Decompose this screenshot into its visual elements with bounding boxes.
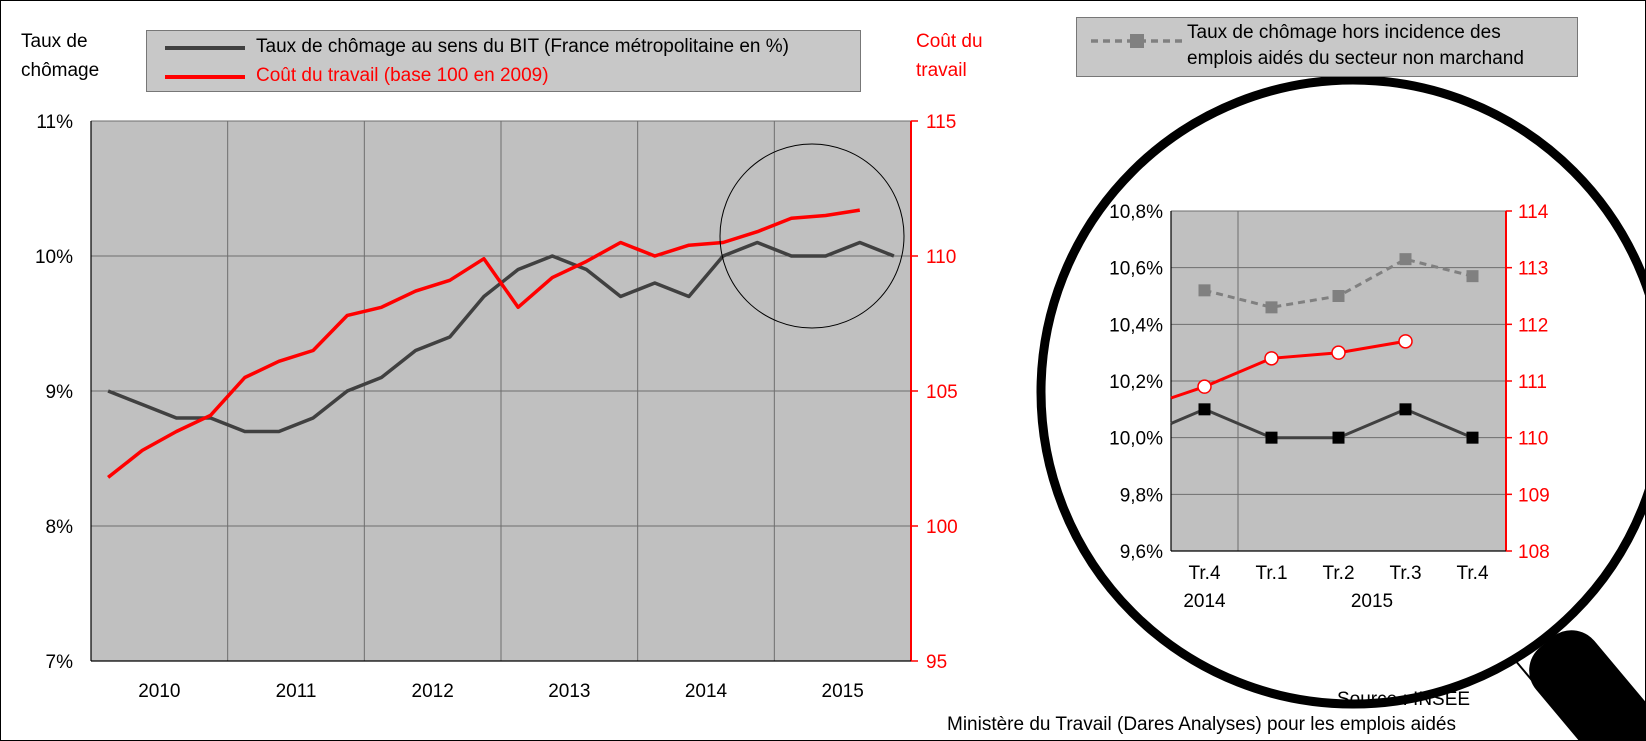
inset-x-tick-label: Tr.3 (1389, 563, 1421, 584)
main-left-tick-label: 9% (46, 382, 74, 403)
inset-x-tick-label: Tr.2 (1322, 563, 1354, 584)
inset-left-tick-label: 10,4% (1109, 315, 1163, 336)
inset-legend: Taux de chômage hors incidence des emplo… (1076, 17, 1578, 77)
inset-dashed-point (1466, 270, 1479, 283)
inset-unemployment-point (1265, 431, 1278, 444)
main-left-tick-label: 7% (46, 652, 74, 673)
legend-label-labour-cost: Coût du travail (base 100 en 2009) (256, 65, 549, 86)
main-right-tick-label: 110 (926, 247, 956, 268)
inset-labour-cost-point (1197, 379, 1212, 394)
inset-unemployment-point (1399, 403, 1412, 416)
main-left-tick-label: 10% (35, 247, 73, 268)
main-x-tick-label: 2010 (138, 681, 180, 702)
inset-left-tick-label: 10,8% (1109, 202, 1163, 223)
main-right-tick-label: 115 (926, 112, 956, 133)
right-axis-title-line2: travail (916, 60, 967, 81)
inset-right-tick-label: 114 (1518, 202, 1549, 223)
inset-legend-label-line2: emplois aidés du secteur non marchand (1187, 48, 1524, 69)
main-x-tick-label: 2014 (685, 681, 728, 702)
inset-dashed-point (1332, 290, 1345, 302)
main-x-tick-label: 2015 (822, 681, 864, 702)
inset-right-tick-label: 113 (1518, 259, 1548, 280)
inset-x-year-label: 2015 (1351, 591, 1393, 612)
legend-swatch-unemployment (165, 46, 245, 50)
magnifier-handle-grip (1529, 630, 1645, 740)
inset-dashed-point (1265, 301, 1278, 314)
inset-dashed-point (1399, 253, 1412, 266)
main-right-tick-label: 100 (926, 517, 958, 538)
inset-right-tick-label: 110 (1518, 429, 1548, 450)
legend-swatch-labour-cost (165, 75, 245, 79)
inset-labour-cost-point (1398, 334, 1413, 349)
legend-label-unemployment: Taux de chômage au sens du BIT (France m… (256, 36, 789, 57)
inset-left-tick-label: 9,8% (1120, 485, 1163, 506)
main-left-tick-label: 8% (46, 517, 74, 538)
main-x-tick-label: 2011 (276, 681, 317, 702)
source-line-2: Ministère du Travail (Dares Analyses) po… (947, 714, 1456, 735)
source-line-1: Source : INSEE (1337, 689, 1471, 710)
main-right-tick-label: 95 (926, 652, 947, 673)
inset-dashed-point (1198, 284, 1211, 297)
left-axis-title-line2: chômage (21, 60, 100, 81)
inset-x-tick-label: Tr.1 (1255, 563, 1287, 584)
inset-unemployment-point (1198, 403, 1211, 416)
inset-labour-cost-point (1264, 351, 1279, 366)
inset-x-year-label: 2014 (1183, 591, 1226, 612)
inset-legend-label-line1: Taux de chômage hors incidence des (1187, 22, 1501, 43)
inset-right-tick-label: 109 (1518, 485, 1550, 506)
inset-right-tick-label: 108 (1518, 542, 1550, 563)
right-axis-title-line1: Coût du (916, 31, 983, 52)
legend-swatch-dashed-unemployment (1091, 34, 1183, 48)
inset-unemployment-point (1332, 431, 1345, 444)
inset-right-tick-label: 111 (1518, 372, 1547, 393)
main-series-labour-cost-line (107, 208, 861, 479)
main-legend: Taux de chômage au sens du BIT (France m… (146, 30, 861, 92)
inset-labour-cost-point (1331, 345, 1346, 360)
inset-left-tick-label: 9,6% (1120, 542, 1163, 563)
main-left-tick-label: 11% (36, 112, 73, 133)
inset-x-tick-label: Tr.4 (1188, 563, 1220, 584)
inset-left-tick-label: 10,6% (1109, 259, 1163, 280)
main-right-tick-label: 105 (926, 382, 958, 403)
main-x-tick-label: 2012 (412, 681, 454, 702)
inset-unemployment-point (1466, 431, 1479, 444)
inset-left-tick-label: 10,2% (1109, 372, 1163, 393)
inset-left-tick-label: 10,0% (1109, 429, 1163, 450)
left-axis-title-line1: Taux de (21, 31, 88, 52)
main-x-tick-label: 2013 (548, 681, 590, 702)
magnifier-focus-circle (719, 143, 905, 329)
inset-x-tick-label: Tr.4 (1456, 563, 1488, 584)
inset-right-tick-label: 112 (1518, 315, 1548, 336)
